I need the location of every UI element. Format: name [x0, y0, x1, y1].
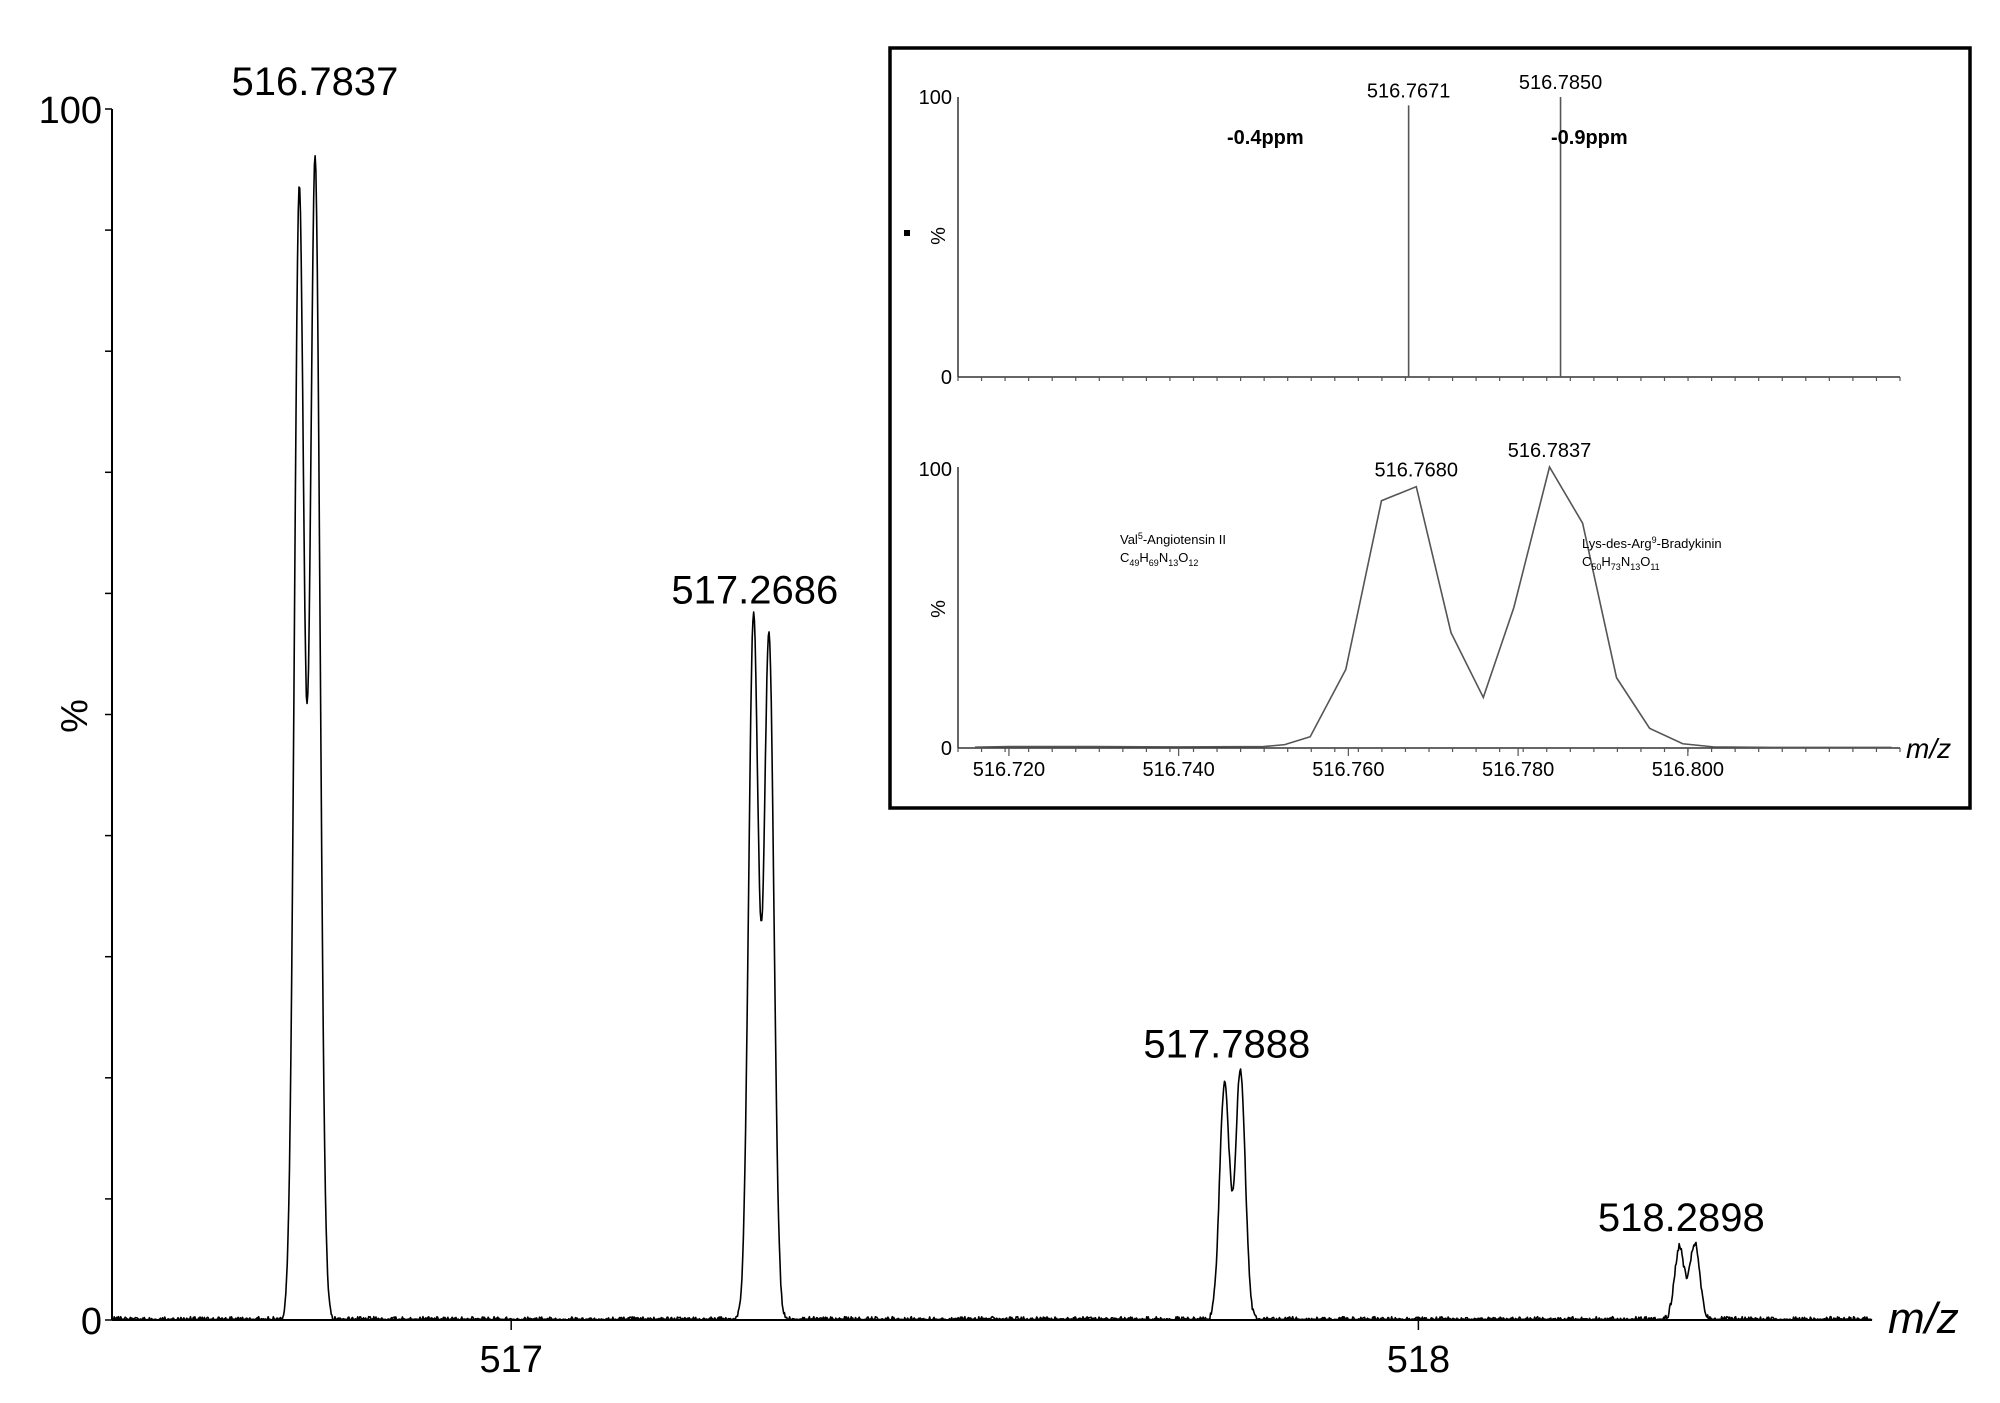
main-peak-label-516-7837: 516.7837: [232, 60, 399, 104]
main-y-tick-label-100: 100: [39, 90, 102, 132]
inset-top-y-tick-label-100: 100: [919, 87, 952, 109]
inset-bottom-x-tick-label-516-740: 516.740: [1143, 759, 1215, 781]
main-x-tick-label-517: 517: [479, 1339, 542, 1381]
compound-formula-val-angiotensin: C49H69N13O12: [1120, 550, 1198, 568]
inset-bottom-x-axis-label: m/z: [1906, 733, 1951, 764]
inset-bottom-y-tick-label-100: 100: [919, 459, 952, 481]
main-spectrum: 100 0 % 517 518 m/z 516.7837 517.2686 51…: [39, 60, 1959, 1381]
main-peak-label-517-2686: 517.2686: [671, 569, 838, 613]
inset-top-stick-label-516-7671: 516.7671: [1367, 80, 1450, 102]
inset-bottom-x-tick-label-516-780: 516.780: [1482, 759, 1554, 781]
inset-top-plot: 100 0 % 516.7671 516.7850 -0.4ppm -0.9pp…: [904, 72, 1901, 389]
inset-panel: 100 0 % 516.7671 516.7850 -0.4ppm -0.9pp…: [888, 46, 1972, 810]
inset-top-y-tick-label-0: 0: [941, 367, 952, 389]
main-spectrum-trace: [111, 154, 1873, 1321]
main-x-axis-label: m/z: [1888, 1294, 1959, 1343]
inset-bottom-peak-label-516-7680: 516.7680: [1375, 460, 1458, 482]
main-peak-label-518-2898: 518.2898: [1598, 1196, 1765, 1240]
compound-formula-lys-bradykinin: C50H73N13O11: [1582, 554, 1660, 572]
inset-top-y-axis-label: %: [928, 227, 950, 245]
main-x-tick-label-518: 518: [1387, 1339, 1450, 1381]
inset-top-x-ticks: [957, 377, 1901, 381]
main-y-tick-label-0: 0: [81, 1301, 102, 1343]
inset-bottom-peak-label-516-7837: 516.7837: [1508, 440, 1591, 462]
main-peak-label-517-7888: 517.7888: [1143, 1023, 1310, 1067]
compound-name-val-angiotensin: Val5-Angiotensin II: [1120, 531, 1226, 547]
inset-top-ppm-label-2: -0.9ppm: [1551, 127, 1628, 149]
inset-top-square-marker: [904, 230, 910, 236]
main-y-axis-label: %: [54, 699, 96, 733]
inset-bottom-y-axis-label: %: [928, 600, 950, 618]
inset-bottom-x-tick-label-516-720: 516.720: [973, 759, 1045, 781]
inset-bottom-x-tick-label-516-800: 516.800: [1652, 759, 1724, 781]
inset-top-stick-label-516-7850: 516.7850: [1519, 72, 1602, 94]
inset-bottom-plot: 100 0 % 516.720 516.740 516.760 516.780 …: [919, 440, 1951, 781]
inset-top-ppm-label-1: -0.4ppm: [1227, 127, 1304, 149]
main-x-ticks: [510, 1320, 1420, 1330]
inset-bottom-x-ticks: [957, 748, 1901, 756]
inset-bottom-y-tick-label-0: 0: [941, 738, 952, 760]
inset-frame: [888, 46, 1972, 810]
inset-bottom-x-tick-label-516-760: 516.760: [1312, 759, 1384, 781]
inset-bottom-profile-trace: [974, 464, 1892, 749]
main-y-minor-ticks: [105, 108, 112, 1321]
compound-name-lys-bradykinin: Lys-des-Arg9-Bradykinin: [1582, 535, 1722, 551]
